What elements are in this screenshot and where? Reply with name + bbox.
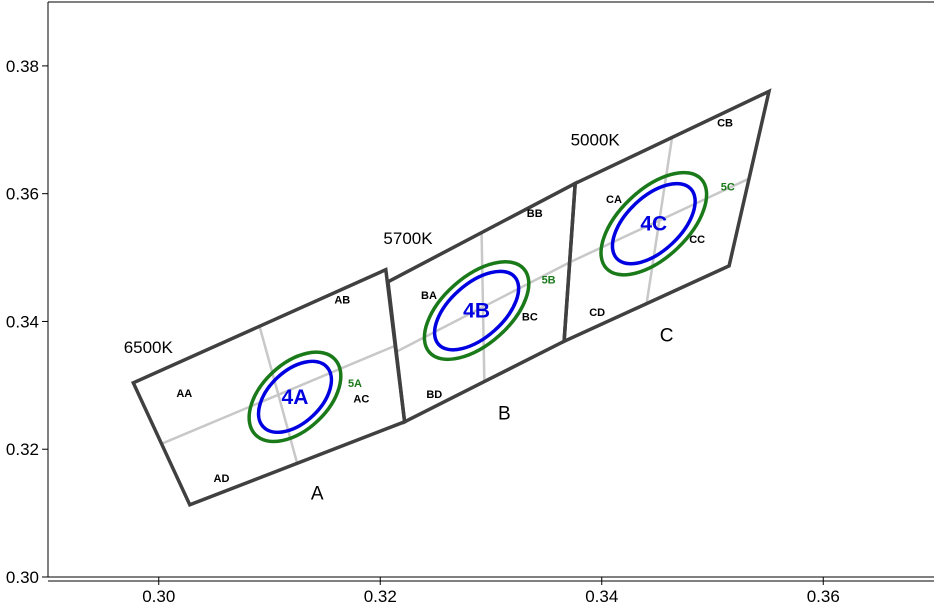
x-tick-label: 0.30 (142, 587, 175, 606)
x-tick-label: 0.34 (585, 587, 618, 606)
sub-bin-label: BA (421, 290, 437, 302)
cct-label: 5700K (383, 229, 433, 248)
sub-bin-label: AC (353, 393, 369, 405)
group-label: B (498, 404, 511, 425)
blue-ellipse-label: 4C (640, 213, 667, 236)
blue-ellipse-label: 4B (463, 300, 490, 323)
bins-layer (130, 88, 772, 508)
blue-ellipse-b (432, 269, 521, 352)
y-tick-label: 0.34 (6, 312, 39, 331)
sub-bin-label: BC (522, 311, 538, 323)
x-tick-label: 0.36 (807, 587, 840, 606)
group-label: C (660, 326, 674, 347)
bin-quadrangle-c (562, 88, 772, 345)
x-tick-label: 0.32 (364, 587, 397, 606)
y-tick-label: 0.36 (6, 185, 39, 204)
sub-bin-label: AB (334, 295, 350, 307)
group-label: A (311, 483, 324, 504)
y-tick-label: 0.38 (6, 57, 39, 76)
blue-ellipse-label: 4A (282, 386, 309, 409)
cct-label: 5000K (571, 130, 621, 149)
sub-bin-label: BD (426, 389, 442, 401)
sub-bin-label: CA (606, 194, 622, 206)
cct-label: 6500K (124, 338, 174, 357)
sub-bin-label: CD (589, 307, 605, 319)
bin-divider-horizontal (161, 344, 396, 445)
sub-bin-label: AD (214, 473, 230, 485)
blue-ellipse-c (610, 181, 697, 266)
green-ellipse-label: 5A (348, 378, 362, 390)
green-ellipse-b (422, 260, 531, 362)
sub-bin-label: AA (176, 388, 192, 400)
green-ellipse-a (247, 350, 343, 444)
sub-bin-label: CC (689, 234, 705, 246)
axes-layer: 0.30 0.32 0.34 0.36 0.30 0.32 0.34 0.36 0.38 (6, 1, 934, 606)
y-tick-label: 0.30 (6, 568, 39, 587)
green-ellipse-c (599, 170, 709, 277)
labels-layer: AA AB AC AD 6500K A 4A 5A BA BB BC BD 5700K B 4B 5B CA CB… (124, 117, 735, 504)
sub-bin-label: BB (527, 208, 543, 220)
blue-ellipse-a (256, 359, 334, 435)
green-ellipse-label: 5B (542, 275, 556, 287)
green-ellipse-label: 5C (721, 182, 735, 194)
sub-bin-label: CB (717, 117, 733, 129)
y-tick-label: 0.32 (6, 440, 39, 459)
